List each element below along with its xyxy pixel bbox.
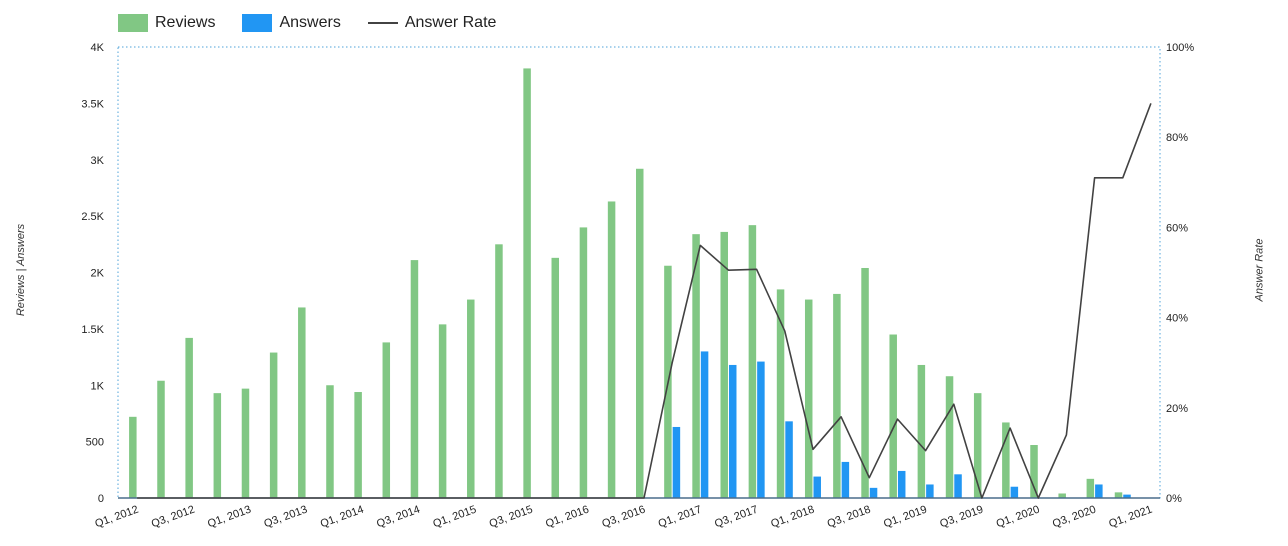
bar-reviews (241, 388, 250, 498)
chart-legend: Reviews Answers Answer Rate (118, 14, 523, 32)
bar-reviews (945, 376, 954, 498)
bar-reviews (213, 393, 222, 498)
bar-reviews (917, 364, 926, 498)
x-tick-label: Q1, 2021 (1107, 504, 1154, 531)
bar-answers (1095, 484, 1103, 498)
bar-reviews (889, 334, 897, 498)
legend-label-answers: Answers (279, 14, 341, 31)
y-left-tick-label: 1.5K (81, 324, 104, 336)
x-tick-label: Q3, 2015 (488, 504, 535, 531)
bar-reviews (833, 293, 841, 498)
bar-answers (1123, 494, 1131, 498)
bar-answers (1010, 486, 1019, 498)
y-right-tick-label: 60% (1166, 222, 1188, 234)
x-tick-label: Q1, 2013 (206, 504, 253, 531)
bar-reviews (692, 234, 700, 499)
bar-reviews (495, 244, 503, 498)
bar-reviews (973, 393, 982, 498)
bar-reviews (354, 392, 362, 498)
legend-label-answer-rate: Answer Rate (404, 14, 497, 31)
legend-item-answer-rate[interactable]: Answer Rate (367, 14, 497, 32)
y-left-tick-label: 2K (91, 268, 105, 280)
bar-answers (785, 421, 793, 498)
x-tick-label: Q3, 2020 (1051, 504, 1098, 531)
legend-swatch-reviews (118, 14, 148, 32)
x-tick-label: Q3, 2012 (150, 504, 197, 531)
y-left-tick-label: 1K (91, 380, 105, 392)
x-tick-label: Q3, 2019 (938, 504, 985, 531)
bar-reviews (1002, 422, 1010, 498)
bar-reviews (720, 231, 728, 498)
bar-reviews (1086, 478, 1095, 498)
bar-reviews (438, 324, 447, 498)
x-tick-label: Q1, 2018 (769, 504, 816, 531)
x-tick-label: Q1, 2016 (544, 504, 591, 531)
bar-answers (700, 351, 709, 498)
bar-reviews (410, 260, 419, 498)
y-left-tick-label: 2.5K (81, 211, 104, 223)
y-right-tick-label: 0% (1166, 493, 1182, 505)
x-tick-label: Q1, 2012 (93, 504, 140, 531)
bar-answers (926, 484, 934, 498)
bar-answers (757, 361, 765, 498)
bar-answers (813, 476, 821, 498)
legend-swatch-answers (242, 14, 273, 32)
y-right-tick-label: 80% (1166, 132, 1188, 144)
y-right-tick-label: 100% (1166, 42, 1194, 54)
x-tick-label: Q1, 2014 (319, 504, 366, 531)
x-tick-label: Q3, 2017 (713, 504, 760, 531)
bar-answers (841, 461, 850, 498)
bar-reviews (748, 225, 757, 498)
bar-reviews (326, 385, 334, 498)
bar-reviews (579, 227, 588, 498)
bar-reviews (1058, 493, 1066, 498)
bar-reviews (298, 307, 306, 498)
legend-line-answer-rate (367, 22, 398, 24)
bar-answers (728, 364, 737, 498)
bar-reviews (129, 416, 137, 498)
y-left-tick-label: 0 (98, 493, 104, 505)
y-left-tick-label: 3K (91, 155, 105, 167)
x-tick-label: Q1, 2017 (657, 504, 704, 531)
y-right-tick-label: 40% (1166, 313, 1188, 325)
x-tick-label: Q1, 2020 (995, 504, 1042, 531)
y-right-tick-label: 20% (1166, 403, 1188, 415)
bar-answers (954, 474, 962, 498)
x-tick-label: Q1, 2015 (431, 504, 478, 531)
bar-reviews (776, 289, 785, 498)
bar-answers (672, 426, 681, 498)
legend-item-answers[interactable]: Answers (242, 14, 341, 32)
plot-frame (117, 46, 1161, 499)
y-left-tick-label: 500 (86, 437, 104, 449)
bar-reviews (804, 299, 813, 498)
bar-reviews (636, 168, 644, 498)
bar-reviews (185, 337, 193, 498)
bar-reviews (607, 201, 616, 498)
bar-reviews (467, 299, 475, 498)
bar-answers (897, 470, 906, 498)
x-tick-label: Q3, 2013 (262, 504, 309, 531)
bar-reviews (551, 257, 560, 498)
legend-label-reviews: Reviews (155, 14, 216, 31)
bar-reviews (382, 342, 391, 498)
y-left-tick-label: 3.5K (81, 98, 104, 110)
legend-item-reviews[interactable]: Reviews (118, 14, 215, 32)
bar-answers (869, 487, 878, 498)
x-tick-label: Q3, 2016 (600, 504, 647, 531)
x-tick-label: Q1, 2019 (882, 504, 929, 531)
line-answer-rate (137, 103, 1152, 499)
x-tick-label: Q3, 2014 (375, 504, 422, 531)
y-left-tick-label: 4K (91, 42, 105, 54)
bar-reviews (1114, 492, 1123, 498)
bar-reviews (269, 352, 278, 498)
bar-reviews (157, 380, 165, 498)
x-tick-label: Q3, 2018 (826, 504, 873, 531)
bar-reviews (1030, 445, 1038, 498)
bar-reviews (523, 68, 531, 499)
bar-reviews (861, 267, 869, 498)
